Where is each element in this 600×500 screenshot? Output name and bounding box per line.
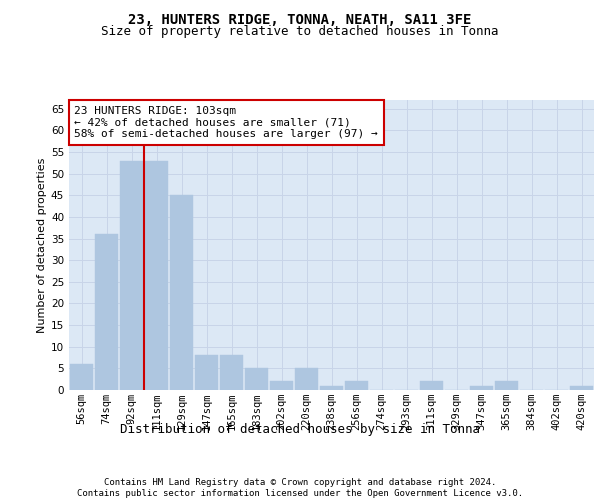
Bar [295,368,318,390]
Bar [145,160,168,390]
Text: Size of property relative to detached houses in Tonna: Size of property relative to detached ho… [101,25,499,38]
Bar [120,160,143,390]
Bar [420,382,443,390]
Text: 23, HUNTERS RIDGE, TONNA, NEATH, SA11 3FE: 23, HUNTERS RIDGE, TONNA, NEATH, SA11 3F… [128,12,472,26]
Text: Contains HM Land Registry data © Crown copyright and database right 2024.
Contai: Contains HM Land Registry data © Crown c… [77,478,523,498]
Bar [495,382,518,390]
Bar [345,382,368,390]
Bar [245,368,268,390]
Bar [70,364,93,390]
Bar [470,386,493,390]
Bar [170,195,193,390]
Bar [195,356,218,390]
Y-axis label: Number of detached properties: Number of detached properties [37,158,47,332]
Bar [220,356,243,390]
Text: 23 HUNTERS RIDGE: 103sqm
← 42% of detached houses are smaller (71)
58% of semi-d: 23 HUNTERS RIDGE: 103sqm ← 42% of detach… [74,106,378,139]
Bar [320,386,343,390]
Text: Distribution of detached houses by size in Tonna: Distribution of detached houses by size … [120,422,480,436]
Bar [270,382,293,390]
Bar [95,234,118,390]
Bar [570,386,593,390]
